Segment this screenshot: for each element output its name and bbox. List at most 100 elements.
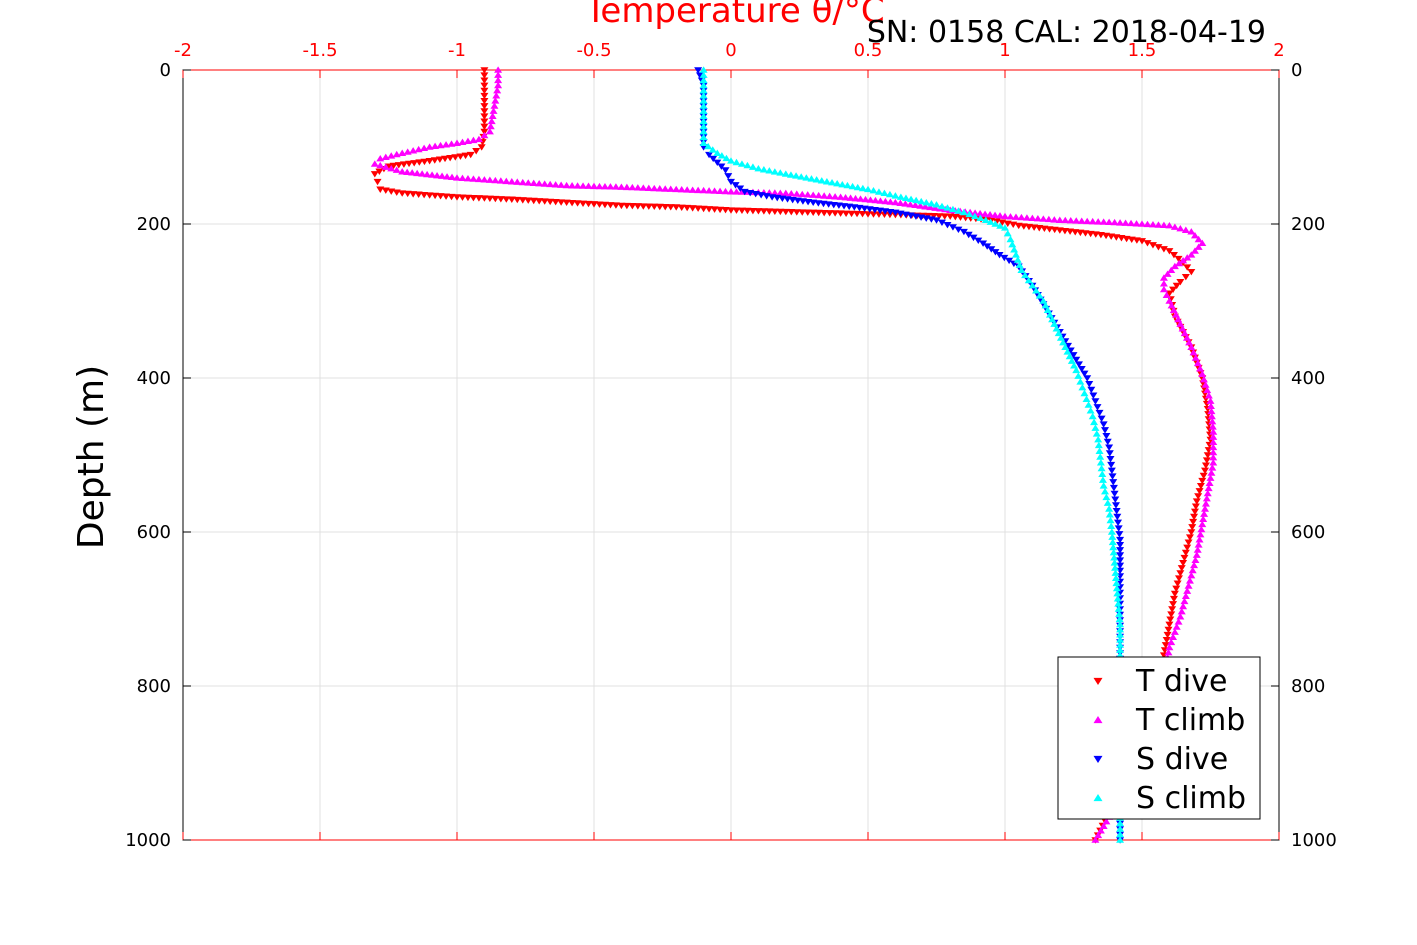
data-point [699,133,708,141]
data-point [705,206,714,213]
data-point [524,179,533,186]
data-point [1108,473,1117,480]
data-point [1209,459,1218,466]
data-point [493,86,502,94]
data-point [1190,231,1199,239]
data-point [716,187,725,194]
data-point [1179,256,1188,264]
data-point [732,188,741,195]
data-point [842,210,851,217]
data-point [568,182,577,189]
data-point [981,210,990,217]
data-point [535,198,544,205]
data-point [1138,220,1146,227]
data-point [731,182,740,189]
data-point [469,175,478,182]
data-point [1107,528,1116,535]
data-point [722,154,731,162]
data-point [699,128,708,135]
data-point [672,185,681,193]
data-point [370,171,379,178]
data-point [485,176,494,183]
data-point [1054,329,1063,337]
data-point [1070,362,1079,369]
data-point [713,149,722,156]
y-tick-label-right: 800 [1291,676,1325,697]
data-point [392,150,401,158]
data-point [1169,286,1178,294]
data-point [557,181,566,188]
data-point [655,185,664,192]
data-point [480,118,489,125]
data-point [1176,613,1185,620]
data-point [617,183,626,190]
data-point [1189,518,1198,526]
data-point [935,213,944,220]
data-point [650,184,659,192]
data-point [381,163,390,170]
data-point [688,205,697,212]
data-point [704,142,713,150]
data-point [425,192,434,199]
data-point [480,77,489,84]
data-point [1206,397,1215,404]
data-point [606,183,615,190]
data-point [901,200,910,207]
data-point [1182,334,1191,341]
data-point [442,193,451,200]
data-point [737,207,746,215]
data-point [822,178,831,185]
data-point [480,98,489,105]
data-point [375,168,384,175]
data-point [1105,444,1114,451]
y-axis-label: Depth (m) [71,365,112,549]
data-point [828,179,837,186]
data-point [699,107,708,114]
data-point [695,72,704,79]
data-point [1109,484,1118,492]
data-point [787,209,796,216]
data-point [489,107,498,114]
data-point [387,164,396,172]
data-point [494,66,503,73]
data-point [1132,220,1141,227]
data-point [699,92,708,99]
data-point [699,205,708,213]
data-point [463,137,472,145]
data-point [1167,302,1176,309]
data-point [1143,220,1152,228]
data-point [387,188,396,195]
data-point [1111,496,1120,503]
data-point [408,169,417,176]
data-point [1096,453,1105,460]
data-point [943,204,952,211]
data-point [1169,595,1178,603]
data-point [1084,401,1093,408]
data-point [1032,287,1041,294]
data-point [965,210,974,218]
data-point [1197,525,1206,533]
data-point [694,186,703,194]
data-point [848,182,857,190]
data-point [1088,412,1097,420]
data-point [1165,621,1174,628]
data-point [622,183,631,191]
data-point [1127,219,1136,227]
data-point [1088,217,1097,225]
data-point [802,174,811,181]
data-point [568,199,577,207]
data-point [948,205,957,213]
data-point [814,209,823,217]
data-point [1094,436,1103,443]
data-point [1017,213,1026,221]
data-point [1035,292,1044,299]
data-point [699,66,708,73]
legend-label: T dive [1135,664,1227,699]
data-point [1194,243,1203,250]
series-s-climb [699,66,1125,843]
data-point [1195,536,1204,543]
data-point [1154,221,1163,228]
data-point [1105,450,1114,457]
data-point [1169,252,1178,259]
data-point [737,160,746,167]
